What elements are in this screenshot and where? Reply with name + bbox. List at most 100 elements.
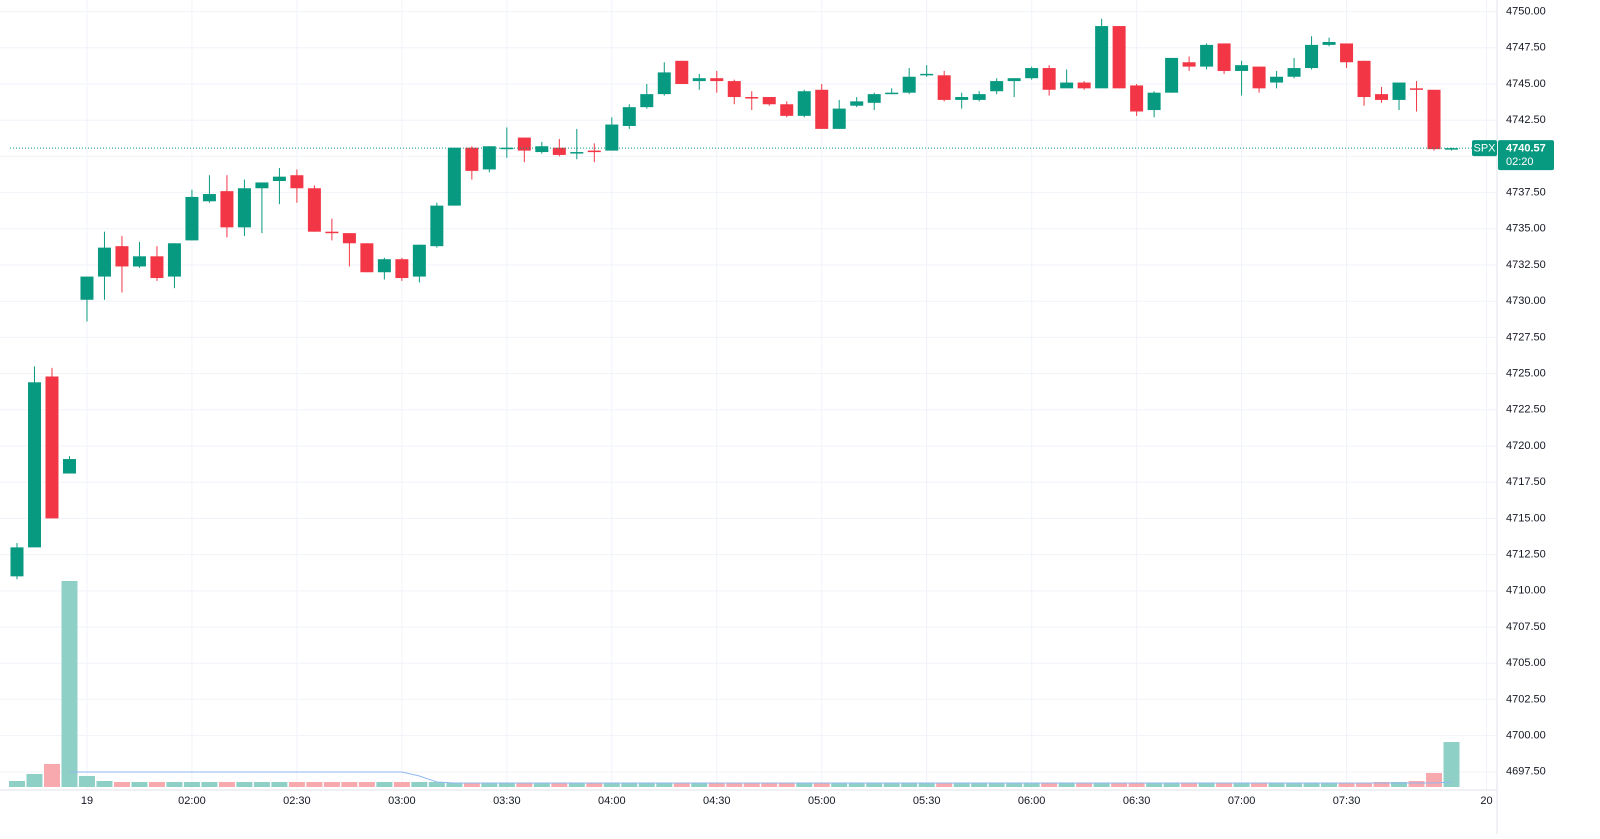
candle-body xyxy=(587,150,601,153)
volume-bar xyxy=(1426,773,1443,787)
y-tick-label: 4710.00 xyxy=(1506,585,1546,597)
volume-bar xyxy=(568,783,585,787)
candle-body xyxy=(1392,82,1406,100)
volume-bar xyxy=(271,782,288,787)
candle-body xyxy=(622,107,636,126)
volume-bar xyxy=(43,764,60,787)
candle-body xyxy=(972,94,986,100)
candle-body xyxy=(150,256,164,279)
volume-bar xyxy=(131,782,148,787)
volume-bar xyxy=(1076,783,1093,787)
candle-body xyxy=(465,147,479,171)
candle-body xyxy=(202,194,216,202)
candle-body xyxy=(482,146,496,170)
grid xyxy=(0,0,1497,790)
candle-body xyxy=(937,75,951,100)
volume-bar xyxy=(866,783,883,787)
volume-bar xyxy=(656,783,673,787)
volume-bar xyxy=(971,783,988,787)
candle-body xyxy=(1427,89,1441,150)
volume-bar xyxy=(953,783,970,787)
candle-body xyxy=(237,188,251,228)
volume-bar xyxy=(306,782,323,787)
y-tick-label: 4730.00 xyxy=(1506,295,1546,307)
y-tick-label: 4732.50 xyxy=(1506,259,1546,271)
candle-body xyxy=(132,256,146,267)
candle-body xyxy=(272,176,286,182)
candle-body xyxy=(342,233,356,244)
volume-bar xyxy=(498,783,515,787)
volume-bar xyxy=(1268,783,1285,787)
y-tick-label: 4720.00 xyxy=(1506,440,1546,452)
x-tick-label: 19 xyxy=(81,795,93,807)
volume-bar xyxy=(1233,783,1250,787)
candle-body xyxy=(45,376,59,519)
volume-bar xyxy=(1303,783,1320,787)
candle-body xyxy=(1357,60,1371,98)
volume-bar xyxy=(1006,783,1023,787)
candle-body xyxy=(167,243,181,277)
volume-bar xyxy=(708,783,725,787)
volume-bar xyxy=(96,781,113,787)
candle-body xyxy=(1270,76,1284,83)
volume-bar xyxy=(918,783,935,787)
candle-body xyxy=(290,175,304,189)
x-tick-label: 03:30 xyxy=(493,795,521,807)
candle-body xyxy=(1200,44,1214,67)
candle-body xyxy=(640,94,654,108)
x-tick-label: 06:30 xyxy=(1123,795,1151,807)
x-tick-label: 07:30 xyxy=(1333,795,1361,807)
candle-body xyxy=(675,60,689,84)
symbol-tag xyxy=(1472,140,1497,157)
candle-body xyxy=(115,246,129,267)
candle-body xyxy=(1410,88,1424,90)
volume-bar xyxy=(78,776,95,787)
candle-body xyxy=(920,73,934,76)
candle-body xyxy=(762,97,776,105)
candle-body xyxy=(570,152,584,154)
candle-body xyxy=(657,72,671,95)
volume-bar xyxy=(1356,783,1373,787)
candle-body xyxy=(727,81,741,98)
volume-bar xyxy=(463,783,480,787)
y-tick-label: 4702.50 xyxy=(1506,693,1546,705)
volume-bar xyxy=(551,783,568,787)
volume-bar xyxy=(621,783,638,787)
candle-body xyxy=(430,205,444,247)
candle-body xyxy=(1322,41,1336,45)
volume-ma-line xyxy=(69,771,1452,784)
volume-bar xyxy=(1338,783,1355,787)
volume-bar xyxy=(883,783,900,787)
y-tick-label: 4705.00 xyxy=(1506,657,1546,669)
candle-body xyxy=(1130,85,1144,112)
volume-bar xyxy=(1321,783,1338,787)
x-tick-label: 05:00 xyxy=(808,795,836,807)
volume-bar xyxy=(341,782,358,787)
volume-bar xyxy=(1181,783,1198,787)
volume-bar xyxy=(26,774,43,787)
volume-bar xyxy=(1216,783,1233,787)
candle-body xyxy=(1060,82,1074,89)
volume-bar xyxy=(1391,782,1408,787)
volume-bar xyxy=(1373,782,1390,787)
volume-bar xyxy=(778,783,795,787)
candle-body xyxy=(745,97,759,99)
candle-body xyxy=(395,259,409,279)
candle-body xyxy=(1182,62,1196,67)
x-tick-label: 02:00 xyxy=(178,795,206,807)
y-tick-label: 4712.50 xyxy=(1506,549,1546,561)
x-tick-label: 06:00 xyxy=(1018,795,1046,807)
volume-bar xyxy=(726,783,743,787)
volume-bar xyxy=(1093,783,1110,787)
candle-body xyxy=(97,247,111,277)
volume-bar xyxy=(673,783,690,787)
x-tick-label: 04:30 xyxy=(703,795,731,807)
volume-bar xyxy=(428,782,445,787)
volume-bar xyxy=(1146,783,1163,787)
volume-bar xyxy=(393,782,410,787)
candle-body xyxy=(360,243,374,273)
candle-body xyxy=(27,382,41,548)
candle-body xyxy=(220,191,234,228)
volume-bar xyxy=(691,783,708,787)
volume-bar xyxy=(743,783,760,787)
